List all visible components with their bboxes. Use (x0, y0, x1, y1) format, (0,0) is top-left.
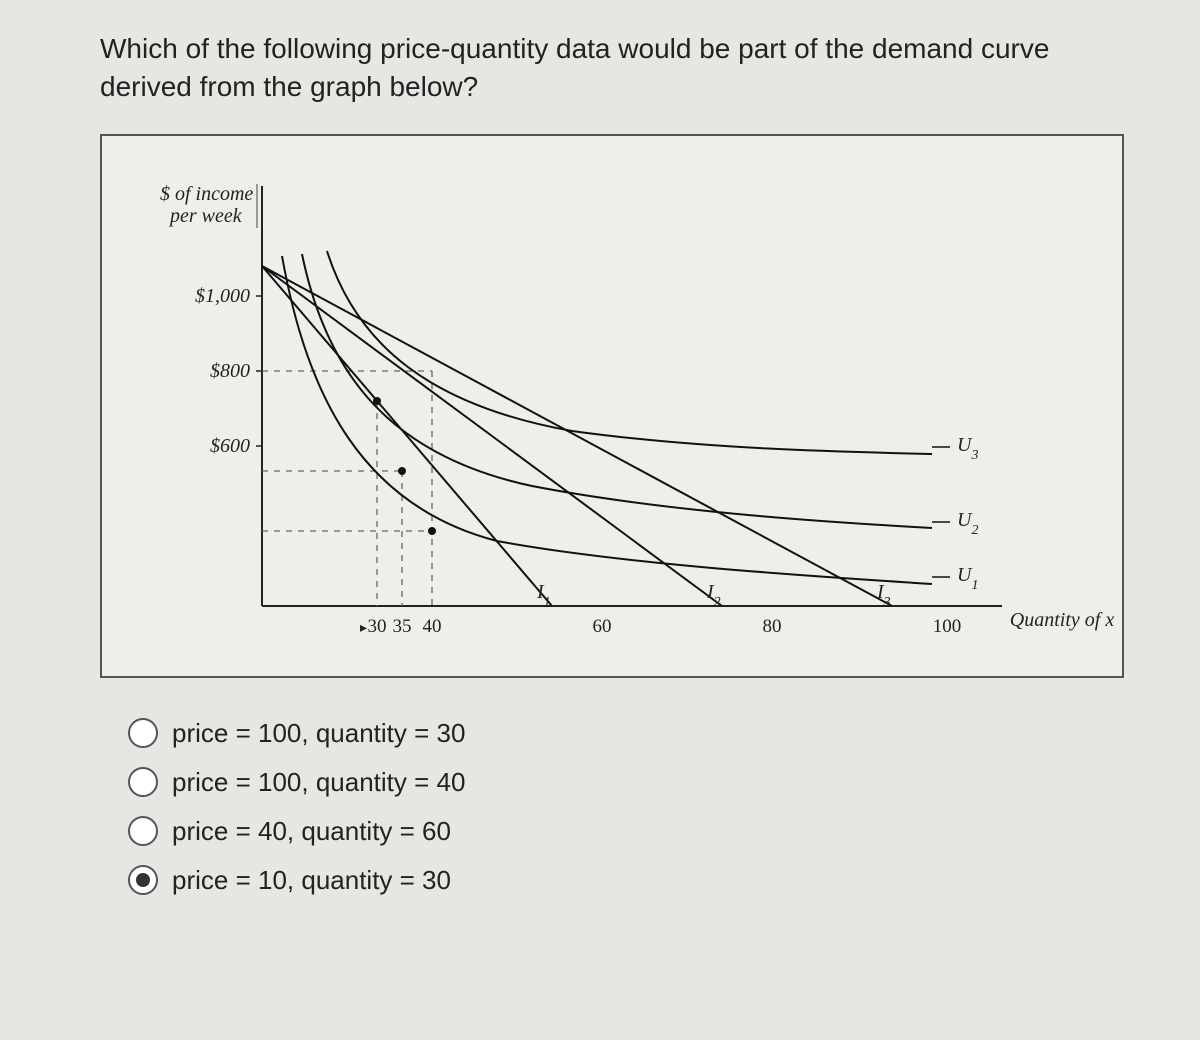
svg-text:$1,000: $1,000 (195, 285, 250, 307)
svg-text:30: 30 (368, 616, 387, 637)
econ-graph-svg: $ of incomeper week $600 $800 $1,000 30 35 40 6… (102, 136, 1122, 676)
svg-text:U2: U2 (957, 509, 978, 538)
graph-container: $ of incomeper week $600 $800 $1,000 30 35 40 6… (100, 134, 1124, 678)
svg-text:Quantity of x: Quantity of x (1010, 609, 1115, 631)
answer-options: price = 100, quantity = 30 price = 100, … (100, 718, 1140, 896)
option-label: price = 10, quantity = 30 (172, 865, 451, 896)
radio-icon (128, 718, 158, 748)
option-label: price = 100, quantity = 30 (172, 718, 465, 749)
svg-text:U3: U3 (957, 434, 978, 463)
option-2[interactable]: price = 100, quantity = 40 (128, 767, 1140, 798)
svg-text:100: 100 (933, 616, 962, 637)
option-label: price = 100, quantity = 40 (172, 767, 465, 798)
svg-text:80: 80 (763, 616, 782, 637)
svg-text:35: 35 (393, 616, 412, 637)
svg-text:per week: per week (168, 205, 243, 227)
radio-icon (128, 816, 158, 846)
option-3[interactable]: price = 40, quantity = 60 (128, 816, 1140, 847)
option-1[interactable]: price = 100, quantity = 30 (128, 718, 1140, 749)
svg-text:$600: $600 (210, 435, 250, 457)
radio-dot-icon (136, 873, 150, 887)
svg-text:$ of income: $ of income (160, 183, 253, 205)
svg-text:60: 60 (593, 616, 612, 637)
option-label: price = 40, quantity = 60 (172, 816, 451, 847)
svg-text:▸: ▸ (360, 621, 367, 636)
svg-text:U1: U1 (957, 564, 978, 593)
radio-icon (128, 865, 158, 895)
svg-text:$800: $800 (210, 360, 250, 382)
radio-icon (128, 767, 158, 797)
option-4[interactable]: price = 10, quantity = 30 (128, 865, 1140, 896)
svg-text:40: 40 (423, 616, 442, 637)
question-text: Which of the following price-quantity da… (100, 30, 1140, 106)
